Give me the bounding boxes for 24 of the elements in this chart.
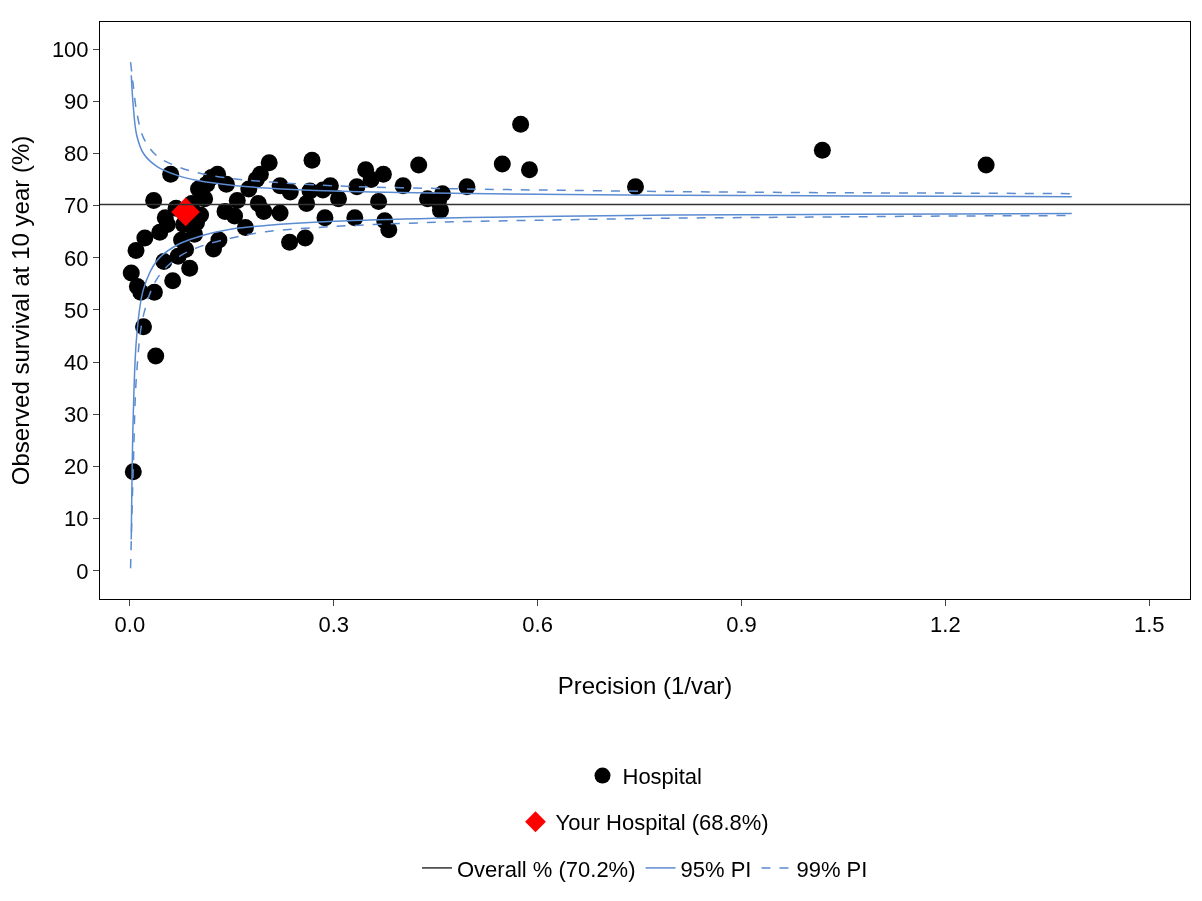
y-tick-label: 70: [64, 193, 89, 219]
y-tick-label: 30: [64, 402, 89, 428]
legend-label: Hospital: [622, 764, 702, 790]
y-tick-label: 20: [64, 454, 89, 480]
legend-label: 95% PI: [680, 856, 752, 882]
x-tick-label: 1.2: [930, 612, 961, 638]
legend-label: 99% PI: [796, 856, 868, 882]
x-tick-label: 0.0: [114, 612, 146, 638]
x-tick-label: 0.6: [522, 612, 553, 638]
x-tick-label: 0.9: [726, 612, 757, 638]
legend-label: Your Hospital (68.8%): [555, 810, 769, 836]
x-tick-label: 1.5: [1133, 612, 1165, 638]
y-tick-label: 100: [51, 36, 89, 62]
legend-label: Overall % (70.2%): [457, 856, 636, 882]
y-tick-label: 40: [64, 349, 89, 375]
y-tick-label: 0: [76, 558, 89, 584]
x-tick-label: 0.3: [318, 612, 350, 638]
x-axis-title: Precision (1/var): [557, 671, 733, 699]
y-tick-label: 10: [64, 506, 89, 532]
y-tick-label: 90: [64, 89, 89, 114]
y-tick-label: 80: [64, 141, 89, 167]
y-tick-label: 50: [64, 297, 89, 323]
y-axis-title: Observed survival at 10 year (%): [6, 135, 34, 486]
y-tick-label: 60: [64, 245, 89, 271]
